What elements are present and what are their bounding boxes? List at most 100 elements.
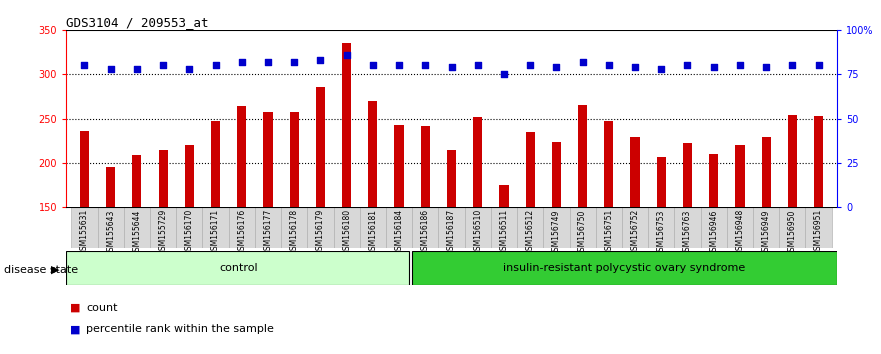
- Point: [470, 63, 485, 68]
- Bar: [674, 207, 700, 248]
- Bar: [334, 207, 359, 248]
- Bar: [788, 115, 797, 207]
- Bar: [132, 155, 142, 207]
- Point: [655, 66, 669, 72]
- Text: percentile rank within the sample: percentile rank within the sample: [86, 324, 274, 334]
- Text: GSM156186: GSM156186: [421, 209, 430, 255]
- Bar: [411, 251, 837, 285]
- Text: GSM156177: GSM156177: [263, 209, 272, 255]
- Text: GSM155644: GSM155644: [132, 209, 141, 256]
- Bar: [727, 207, 753, 248]
- Bar: [709, 154, 718, 207]
- Bar: [176, 207, 203, 248]
- Bar: [780, 207, 805, 248]
- Point: [418, 63, 433, 68]
- Bar: [753, 207, 780, 248]
- Text: GSM155631: GSM155631: [80, 209, 89, 255]
- Text: GSM156176: GSM156176: [237, 209, 247, 255]
- Bar: [395, 125, 403, 207]
- Bar: [814, 116, 823, 207]
- Bar: [237, 106, 247, 207]
- Text: GSM156510: GSM156510: [473, 209, 482, 255]
- Point: [444, 64, 458, 70]
- Point: [811, 63, 825, 68]
- Text: ▶: ▶: [50, 265, 59, 275]
- Point: [234, 59, 248, 65]
- Text: GSM156750: GSM156750: [578, 209, 587, 256]
- Bar: [229, 207, 255, 248]
- Bar: [290, 112, 299, 207]
- Text: GSM156181: GSM156181: [368, 209, 377, 255]
- Point: [104, 66, 118, 72]
- Bar: [648, 207, 674, 248]
- Point: [182, 66, 196, 72]
- Bar: [552, 142, 561, 207]
- Bar: [307, 207, 334, 248]
- Text: ■: ■: [70, 303, 81, 313]
- Point: [550, 64, 564, 70]
- Bar: [447, 149, 456, 207]
- Bar: [683, 143, 692, 207]
- Text: ■: ■: [70, 324, 81, 334]
- Bar: [421, 126, 430, 207]
- Text: GSM156170: GSM156170: [185, 209, 194, 255]
- Point: [130, 66, 144, 72]
- Text: disease state: disease state: [4, 265, 78, 275]
- Bar: [106, 167, 115, 207]
- Text: GSM156180: GSM156180: [342, 209, 352, 255]
- Point: [209, 63, 223, 68]
- Text: GDS3104 / 209553_at: GDS3104 / 209553_at: [66, 16, 209, 29]
- Text: GSM156751: GSM156751: [604, 209, 613, 255]
- Text: GSM156763: GSM156763: [683, 209, 692, 256]
- Bar: [473, 117, 482, 207]
- Bar: [569, 207, 596, 248]
- Bar: [359, 207, 386, 248]
- Point: [759, 64, 774, 70]
- Bar: [604, 121, 613, 207]
- Point: [628, 64, 642, 70]
- Bar: [368, 101, 377, 207]
- Bar: [491, 207, 517, 248]
- Text: GSM156511: GSM156511: [500, 209, 508, 255]
- Point: [680, 63, 694, 68]
- Point: [156, 63, 170, 68]
- Text: GSM156951: GSM156951: [814, 209, 823, 255]
- Bar: [622, 207, 648, 248]
- Point: [287, 59, 301, 65]
- Bar: [631, 137, 640, 207]
- Point: [602, 63, 616, 68]
- Bar: [517, 207, 544, 248]
- Bar: [255, 207, 281, 248]
- Bar: [761, 137, 771, 207]
- Bar: [98, 207, 123, 248]
- Text: GSM156187: GSM156187: [447, 209, 456, 255]
- Point: [78, 63, 92, 68]
- Point: [392, 63, 406, 68]
- Bar: [281, 207, 307, 248]
- Text: GSM156949: GSM156949: [762, 209, 771, 256]
- Text: count: count: [86, 303, 118, 313]
- Point: [785, 63, 799, 68]
- Point: [733, 63, 747, 68]
- Text: GSM156948: GSM156948: [736, 209, 744, 255]
- Text: GSM156178: GSM156178: [290, 209, 299, 255]
- Text: GSM156512: GSM156512: [526, 209, 535, 255]
- Point: [575, 59, 589, 65]
- Text: GSM156950: GSM156950: [788, 209, 797, 256]
- Bar: [315, 87, 325, 207]
- Bar: [656, 156, 666, 207]
- Bar: [544, 207, 569, 248]
- Bar: [439, 207, 464, 248]
- Point: [707, 64, 721, 70]
- Bar: [805, 207, 832, 248]
- Bar: [500, 185, 508, 207]
- Text: GSM156171: GSM156171: [211, 209, 220, 255]
- Point: [497, 72, 511, 77]
- Text: GSM155729: GSM155729: [159, 209, 167, 255]
- Bar: [578, 105, 588, 207]
- Text: GSM156184: GSM156184: [395, 209, 403, 255]
- Bar: [386, 207, 412, 248]
- Bar: [736, 145, 744, 207]
- Point: [339, 52, 353, 58]
- Text: insulin-resistant polycystic ovary syndrome: insulin-resistant polycystic ovary syndr…: [503, 263, 745, 273]
